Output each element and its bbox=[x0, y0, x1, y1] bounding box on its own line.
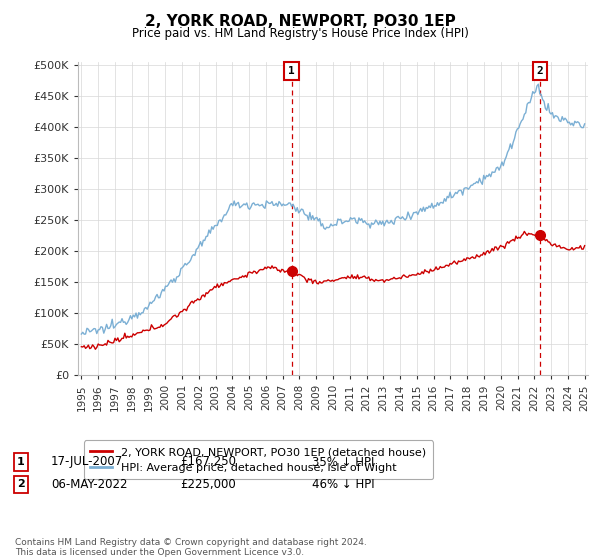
Text: 2, YORK ROAD, NEWPORT, PO30 1EP: 2, YORK ROAD, NEWPORT, PO30 1EP bbox=[145, 14, 455, 29]
Text: 1: 1 bbox=[289, 66, 295, 76]
Text: 2: 2 bbox=[536, 66, 544, 76]
Text: £167,250: £167,250 bbox=[180, 455, 236, 469]
Text: 2: 2 bbox=[17, 479, 25, 489]
Text: 1: 1 bbox=[17, 457, 25, 467]
Text: Contains HM Land Registry data © Crown copyright and database right 2024.
This d: Contains HM Land Registry data © Crown c… bbox=[15, 538, 367, 557]
Text: 46% ↓ HPI: 46% ↓ HPI bbox=[312, 478, 374, 491]
Text: £225,000: £225,000 bbox=[180, 478, 236, 491]
Legend: 2, YORK ROAD, NEWPORT, PO30 1EP (detached house), HPI: Average price, detached h: 2, YORK ROAD, NEWPORT, PO30 1EP (detache… bbox=[83, 440, 433, 479]
Text: 35% ↓ HPI: 35% ↓ HPI bbox=[312, 455, 374, 469]
Text: Price paid vs. HM Land Registry's House Price Index (HPI): Price paid vs. HM Land Registry's House … bbox=[131, 27, 469, 40]
Text: 06-MAY-2022: 06-MAY-2022 bbox=[51, 478, 128, 491]
Text: 17-JUL-2007: 17-JUL-2007 bbox=[51, 455, 123, 469]
